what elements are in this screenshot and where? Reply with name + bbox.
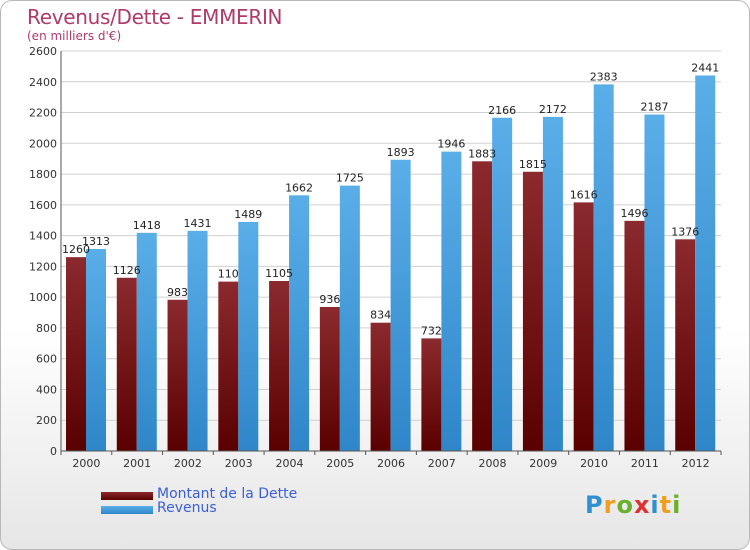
y-tick-label: 0	[50, 445, 57, 458]
y-tick-label: 1600	[29, 199, 57, 212]
legend-label-dette: Montant de la Dette	[157, 486, 298, 502]
x-tick-label: 2009	[529, 457, 557, 470]
y-tick-label: 2400	[29, 76, 57, 89]
bar-dette	[167, 299, 188, 451]
value-label-revenus: 1946	[437, 138, 465, 151]
y-tick-label: 200	[36, 414, 57, 427]
bar-revenus	[238, 221, 259, 451]
x-tick-label: 2002	[174, 457, 202, 470]
bar-dette	[370, 322, 391, 451]
legend-swatch-revenus	[101, 506, 153, 514]
value-label-dette: 1105	[265, 267, 293, 280]
bar-dette	[319, 307, 340, 451]
bar-revenus	[187, 230, 208, 451]
x-tick-label: 2008	[479, 457, 507, 470]
value-label-revenus: 1662	[285, 181, 313, 194]
bar-revenus	[289, 195, 310, 451]
value-label-revenus: 2166	[488, 104, 516, 117]
value-label-dette: 1883	[468, 147, 496, 160]
y-tick-label: 1800	[29, 168, 57, 181]
bar-revenus	[542, 116, 563, 451]
value-label-revenus: 1893	[387, 146, 415, 159]
value-label-revenus: 1418	[133, 219, 161, 232]
value-label-dette: 1496	[620, 207, 648, 220]
value-label-revenus: 1725	[336, 172, 364, 185]
x-tick-label: 2001	[123, 457, 151, 470]
x-tick-label: 2004	[275, 457, 303, 470]
legend-swatch-dette	[101, 492, 153, 500]
bar-dette	[218, 281, 239, 451]
bar-dette	[421, 338, 442, 451]
value-label-dette: 732	[421, 324, 442, 337]
bar-revenus	[441, 151, 462, 451]
x-tick-label: 2006	[377, 457, 405, 470]
y-tick-label: 1000	[29, 291, 57, 304]
x-tick-label: 2010	[580, 457, 608, 470]
bar-revenus	[644, 114, 665, 452]
y-tick-label: 2600	[29, 45, 57, 58]
y-tick-label: 2200	[29, 107, 57, 120]
value-label-dette: 1376	[671, 225, 699, 238]
legend-label-revenus: Revenus	[157, 500, 217, 516]
y-tick-label: 1400	[29, 230, 57, 243]
bar-revenus	[339, 185, 360, 451]
y-tick-label: 800	[36, 322, 57, 335]
y-tick-label: 2000	[29, 137, 57, 150]
bar-dette	[675, 239, 696, 451]
chart-subtitle: (en milliers d'€)	[27, 29, 122, 43]
bar-dette	[269, 281, 290, 451]
y-tick-label: 1200	[29, 260, 57, 273]
value-label-revenus: 1313	[82, 235, 110, 248]
bar-revenus	[593, 84, 614, 451]
value-label-revenus: 2172	[539, 103, 567, 116]
bar-dette	[472, 161, 493, 452]
x-tick-label: 2005	[326, 457, 354, 470]
bar-revenus	[695, 75, 716, 451]
value-label-dette: 983	[167, 286, 188, 299]
value-label-dette: 1815	[519, 158, 547, 171]
bar-dette	[522, 171, 543, 451]
bars	[66, 75, 716, 452]
chart-title: Revenus/Dette - EMMERIN	[27, 5, 283, 29]
value-label-revenus: 1489	[234, 208, 262, 221]
value-label-dette: 1616	[570, 188, 598, 201]
proxiti-logo: Proxiti	[585, 491, 682, 519]
bar-revenus	[492, 117, 513, 452]
value-label-revenus: 2441	[691, 61, 719, 74]
x-tick-label: 2012	[682, 457, 710, 470]
x-tick-label: 2011	[631, 457, 659, 470]
value-label-revenus: 1431	[184, 217, 212, 230]
y-tick-label: 400	[36, 383, 57, 396]
y-tick-label: 600	[36, 353, 57, 366]
value-label-dette: 936	[319, 293, 340, 306]
value-label-dette: 834	[370, 309, 391, 322]
bar-dette	[624, 220, 645, 451]
axes: 0 200 400 600 800 1000 1200 1400 1600 1800 2000 220…	[29, 45, 722, 470]
bar-revenus	[390, 159, 411, 451]
bar-revenus	[86, 249, 106, 451]
value-label-revenus: 2187	[640, 101, 668, 114]
value-label-revenus: 2383	[590, 70, 618, 83]
value-label-dette: 1260	[62, 243, 90, 256]
x-tick-label: 2000	[72, 457, 100, 470]
bar-revenus	[136, 232, 157, 451]
bar-dette	[66, 257, 86, 451]
bar-dette	[116, 277, 137, 451]
bar-dette	[573, 202, 594, 451]
value-label-dette: 110	[218, 268, 239, 281]
value-label-dette: 1126	[113, 264, 141, 277]
x-tick-label: 2007	[428, 457, 456, 470]
x-tick-label: 2003	[225, 457, 253, 470]
